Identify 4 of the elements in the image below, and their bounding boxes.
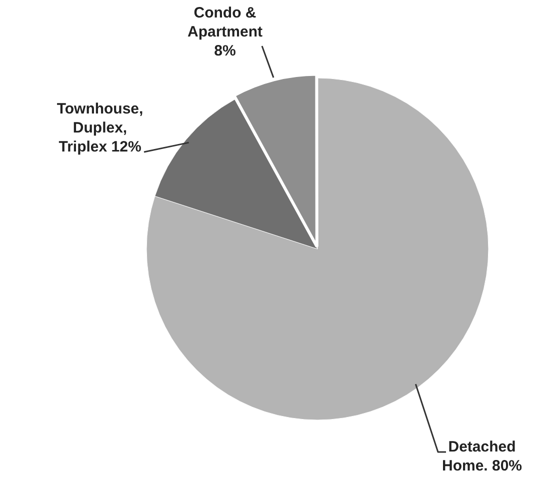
slice-label: Townhouse, Duplex, Triplex 12% (56, 100, 144, 156)
data-label: 8% (214, 42, 236, 60)
slice-label: Detached Home. 80% (442, 438, 522, 475)
slice-label: Condo & Apartment (187, 4, 263, 41)
